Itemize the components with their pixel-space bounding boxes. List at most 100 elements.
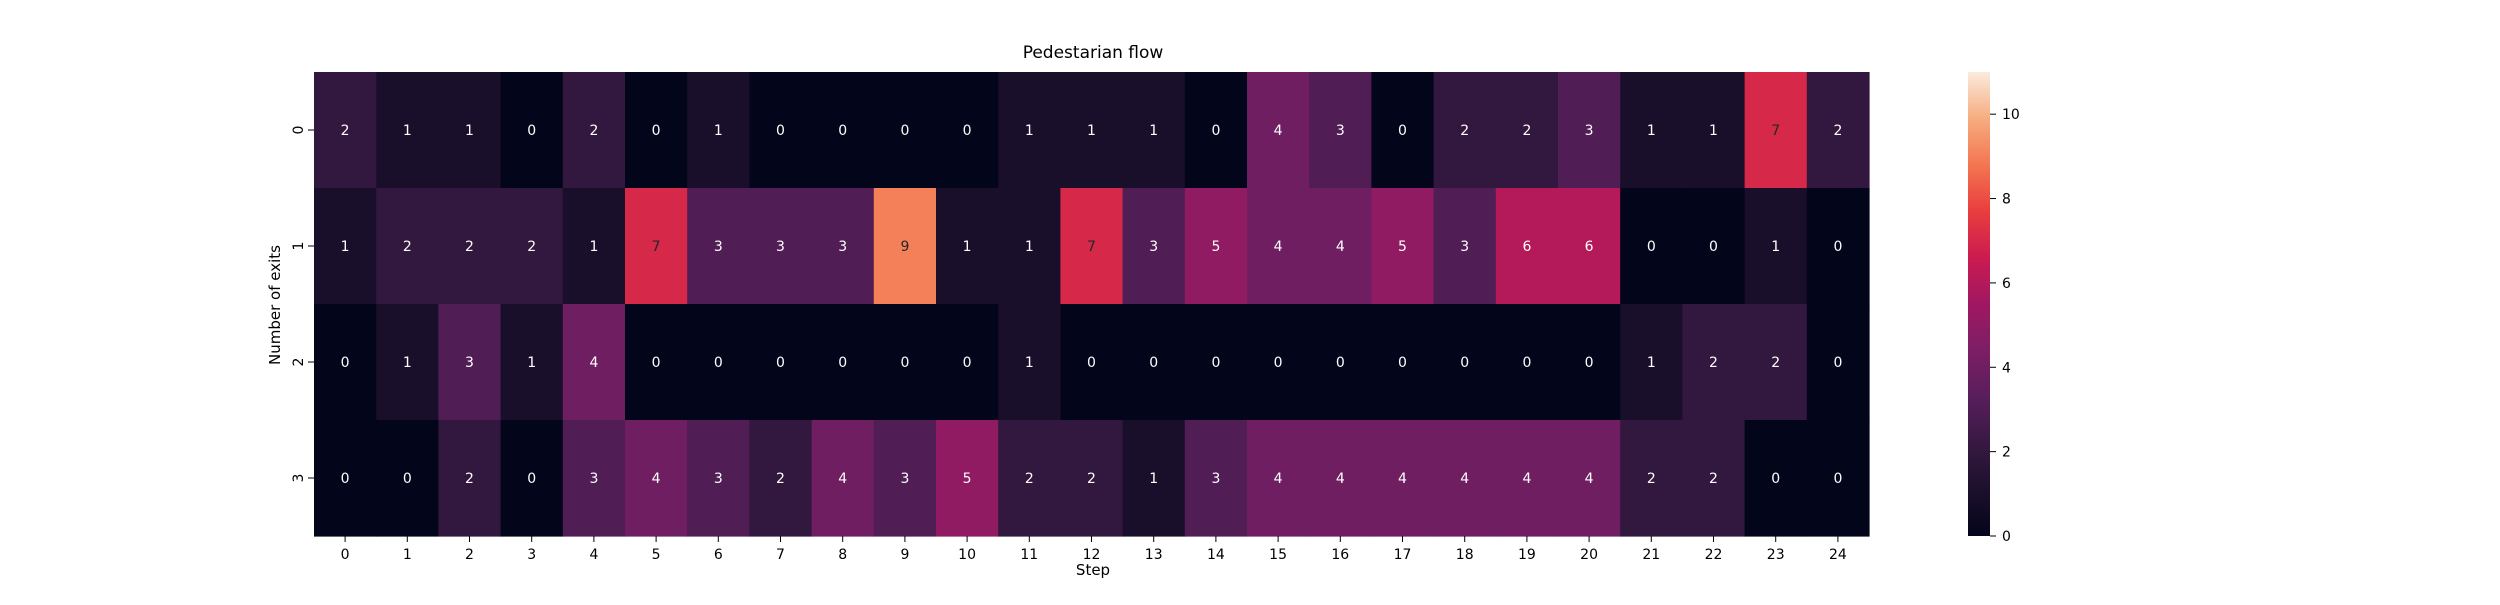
cell-value-label: 9	[900, 239, 909, 255]
cell-value-label: 4	[1398, 471, 1407, 487]
heatmap-cell	[1806, 72, 1870, 189]
cell-value-label: 2	[403, 239, 412, 255]
heatmap-cell	[1060, 188, 1124, 305]
cell-value-label: 1	[589, 239, 598, 255]
heatmap-cell	[1620, 420, 1683, 537]
cell-value-label: 0	[1398, 123, 1407, 139]
heatmap-cell	[687, 304, 750, 421]
cell-value-label: 0	[1833, 471, 1842, 487]
heatmap-cell	[1060, 304, 1124, 421]
heatmap-cell	[438, 304, 502, 421]
cell-value-label: 0	[900, 355, 909, 371]
heatmap-cell	[1806, 304, 1870, 421]
x-tick-label: 5	[652, 547, 661, 563]
y-tick-label: 3	[291, 474, 307, 483]
y-axis-ticks: 0 1 2 3	[291, 126, 314, 483]
heatmap-cell	[314, 72, 377, 189]
cell-value-label: 0	[403, 471, 412, 487]
y-tick-label: 2	[291, 358, 307, 367]
heatmap-cell	[1371, 420, 1435, 537]
cell-value-label: 0	[527, 471, 536, 487]
cell-value-label: 1	[1025, 355, 1034, 371]
cell-value-label: 1	[1025, 239, 1034, 255]
cell-value-label: 1	[1709, 123, 1718, 139]
cell-value-label: 4	[1336, 239, 1345, 255]
heatmap-cell	[1682, 72, 1746, 189]
cell-value-label: 1	[403, 355, 412, 371]
heatmap-cell	[625, 188, 688, 305]
x-tick-label: 0	[341, 547, 350, 563]
cell-value-label: 1	[963, 239, 972, 255]
heatmap-cell	[936, 188, 999, 305]
heatmap-cell	[936, 420, 999, 537]
cell-value-label: 0	[1833, 355, 1842, 371]
cell-value-label: 1	[1149, 471, 1158, 487]
colorbar-tick-label: 2	[2002, 445, 2011, 461]
cell-value-label: 0	[776, 355, 785, 371]
heatmap-cell	[562, 188, 626, 305]
x-tick-label: 14	[1207, 547, 1225, 563]
heatmap-cell	[562, 72, 626, 189]
cell-value-label: 0	[527, 123, 536, 139]
cell-value-label: 0	[1585, 355, 1594, 371]
x-tick-label: 13	[1145, 547, 1163, 563]
heatmap-cell	[749, 72, 813, 189]
cell-value-label: 3	[1460, 239, 1469, 255]
cell-value-label: 0	[1087, 355, 1096, 371]
heatmap-cell	[687, 420, 750, 537]
cell-value-label: 1	[1087, 123, 1096, 139]
cell-value-label: 3	[714, 471, 723, 487]
cell-value-label: 3	[1585, 123, 1594, 139]
x-axis-label: Step	[1076, 561, 1110, 579]
cell-value-label: 1	[1647, 123, 1656, 139]
cell-value-label: 0	[1211, 355, 1220, 371]
cell-value-label: 4	[652, 471, 661, 487]
cell-value-label: 0	[1709, 239, 1718, 255]
cell-value-label: 0	[1522, 355, 1531, 371]
cell-value-label: 2	[341, 123, 350, 139]
x-tick-label: 3	[527, 547, 536, 563]
heatmap-cell	[625, 304, 688, 421]
cell-value-label: 0	[1211, 123, 1220, 139]
cell-value-label: 0	[900, 123, 909, 139]
cell-value-label: 2	[1647, 471, 1656, 487]
x-tick-label: 19	[1518, 547, 1536, 563]
heatmap-cell	[1744, 72, 1808, 189]
x-tick-label: 21	[1642, 547, 1660, 563]
heatmap-cell	[749, 188, 813, 305]
cell-value-label: 3	[714, 239, 723, 255]
heatmap-cell	[811, 304, 875, 421]
heatmap-cell	[811, 72, 875, 189]
cell-value-label: 3	[900, 471, 909, 487]
cell-value-label: 0	[1149, 355, 1158, 371]
heatmap-cell	[376, 304, 439, 421]
x-axis-ticks: 0 1 2 3 4 5 6 7 8 9 10 11 12 13 14 15 16 17 18 19 20 21 22 23 24	[341, 536, 1847, 563]
x-tick-label: 2	[465, 547, 474, 563]
heatmap-cell	[998, 304, 1061, 421]
cell-value-label: 0	[714, 355, 723, 371]
x-tick-label: 8	[838, 547, 847, 563]
cell-value-label: 2	[1709, 471, 1718, 487]
cell-value-label: 0	[1398, 355, 1407, 371]
heatmap-cell	[1806, 188, 1870, 305]
heatmap-cell	[749, 420, 813, 537]
cell-value-label: 4	[838, 471, 847, 487]
heatmap-cell	[1060, 72, 1124, 189]
cell-value-label: 1	[465, 123, 474, 139]
cell-value-label: 0	[1647, 239, 1656, 255]
heatmap-cell	[1558, 72, 1621, 189]
cell-value-label: 2	[527, 239, 536, 255]
heatmap-cell	[873, 420, 937, 537]
heatmap-cell	[1309, 188, 1372, 305]
heatmap-cell	[1122, 72, 1186, 189]
heatmap-cell	[1620, 72, 1683, 189]
cell-value-label: 0	[652, 123, 661, 139]
cell-value-label: 0	[341, 471, 350, 487]
y-axis-label: Number of exits	[266, 245, 284, 365]
cell-value-label: 4	[1274, 471, 1283, 487]
cell-value-label: 4	[1460, 471, 1469, 487]
heatmap-cell	[749, 304, 813, 421]
cell-value-label: 0	[838, 123, 847, 139]
colorbar-tick-label: 6	[2002, 276, 2011, 292]
cell-value-label: 2	[1025, 471, 1034, 487]
